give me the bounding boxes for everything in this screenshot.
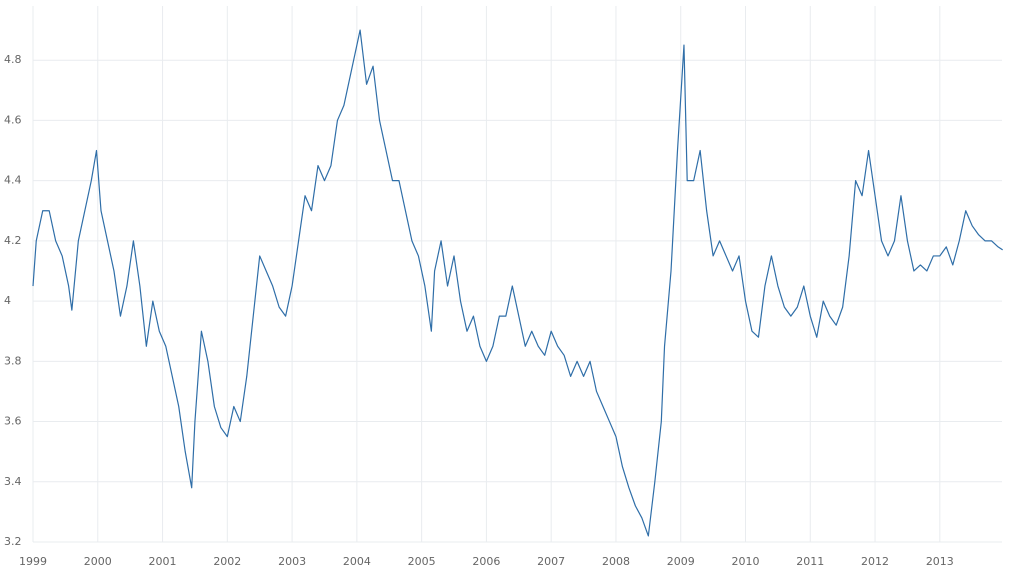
x-tick-label: 2012 (861, 555, 889, 568)
y-tick-label: 3.6 (4, 415, 22, 428)
x-tick-label: 2013 (926, 555, 954, 568)
x-tick-label: 2006 (472, 555, 500, 568)
y-tick-label: 3.4 (4, 475, 22, 488)
y-tick-label: 4.8 (4, 53, 22, 66)
y-tick-label: 3.8 (4, 354, 22, 367)
x-tick-label: 2011 (796, 555, 824, 568)
y-tick-label: 4 (4, 294, 11, 307)
y-tick-label: 4.4 (4, 174, 22, 187)
x-tick-label: 2003 (278, 555, 306, 568)
y-tick-label: 3.2 (4, 535, 22, 548)
y-tick-label: 4.2 (4, 234, 22, 247)
y-tick-label: 4.6 (4, 113, 22, 126)
data-line (32, 29, 1003, 537)
x-tick-label: 2009 (667, 555, 695, 568)
x-tick-label: 2004 (343, 555, 371, 568)
x-tick-label: 2002 (213, 555, 241, 568)
x-tick-label: 2005 (408, 555, 436, 568)
x-tick-label: 2008 (602, 555, 630, 568)
x-tick-label: 2007 (537, 555, 565, 568)
x-tick-label: 2001 (149, 555, 177, 568)
x-tick-label: 2010 (732, 555, 760, 568)
x-tick-label: 1999 (19, 555, 47, 568)
x-tick-label: 2000 (84, 555, 112, 568)
